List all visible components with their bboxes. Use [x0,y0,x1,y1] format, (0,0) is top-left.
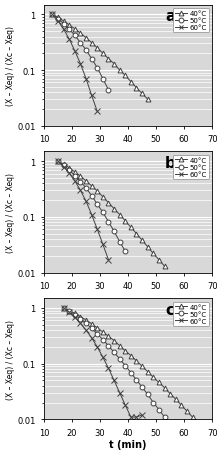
Y-axis label: (X – Xeq) / (Xc – Xeq): (X – Xeq) / (Xc – Xeq) [6,172,14,253]
Y-axis label: (X – Xeq) / (Xc – Xeq): (X – Xeq) / (Xc – Xeq) [6,26,14,106]
X-axis label: t (min): t (min) [109,440,147,450]
Y-axis label: (X – Xeq) / (Xc – Xeq): (X – Xeq) / (Xc – Xeq) [6,319,14,399]
Legend: 40°C, 50°C, 60°C: 40°C, 50°C, 60°C [173,156,209,180]
Text: b: b [165,156,176,171]
Legend: 40°C, 50°C, 60°C: 40°C, 50°C, 60°C [173,302,209,326]
Text: c: c [165,302,174,317]
Text: a: a [165,9,176,24]
Legend: 40°C, 50°C, 60°C: 40°C, 50°C, 60°C [173,9,209,33]
